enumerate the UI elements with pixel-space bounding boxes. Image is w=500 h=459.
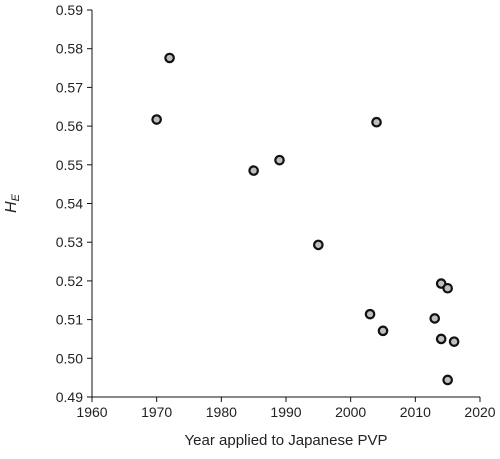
data-point <box>364 308 376 320</box>
x-tick-label: 1980 <box>206 404 237 420</box>
y-tick-label: 0.54 <box>56 196 83 212</box>
plot-axes <box>91 10 480 398</box>
y-tick-label: 0.58 <box>56 41 83 57</box>
y-tick-label: 0.51 <box>56 312 83 328</box>
data-point <box>377 325 389 337</box>
y-tick-label: 0.53 <box>56 234 83 250</box>
x-tick-label: 2020 <box>464 404 495 420</box>
data-point <box>164 52 175 64</box>
data-point <box>151 114 162 125</box>
y-axis-ticks: 0.49 0.50 0.51 0.52 0.53 0.54 0.55 0.56 0.57 0.58… <box>56 2 92 405</box>
y-tick-label: 0.49 <box>56 389 83 405</box>
data-point <box>448 336 460 347</box>
data-point <box>442 282 453 294</box>
y-tick-label: 0.57 <box>56 79 83 95</box>
x-tick-label: 2000 <box>335 404 366 420</box>
x-tick-label: 1990 <box>270 404 301 420</box>
y-tick-label: 0.56 <box>56 118 83 134</box>
y-tick-label: 0.55 <box>56 157 83 173</box>
data-point <box>442 374 453 386</box>
y-tick-label: 0.59 <box>56 2 83 18</box>
y-tick-label: 0.50 <box>56 350 83 366</box>
data-point <box>435 333 447 345</box>
y-axis-title-main: H <box>3 201 20 213</box>
data-point <box>248 165 259 176</box>
x-tick-label: 1970 <box>141 404 172 420</box>
x-tick-label: 2010 <box>400 404 431 420</box>
x-axis-title: Year applied to Japanese PVP <box>185 432 388 449</box>
y-axis-title: HE <box>3 193 22 213</box>
data-point <box>371 116 382 128</box>
y-tick-label: 0.52 <box>56 273 83 289</box>
x-axis-ticks: 1960 1970 1980 1990 2000 2010 2020 <box>76 397 496 420</box>
y-axis-title-subscript: E <box>10 193 22 201</box>
data-points <box>151 52 460 386</box>
data-point <box>429 313 441 324</box>
x-tick-label: 1960 <box>76 404 107 420</box>
data-point <box>274 154 285 166</box>
data-point <box>313 239 324 251</box>
